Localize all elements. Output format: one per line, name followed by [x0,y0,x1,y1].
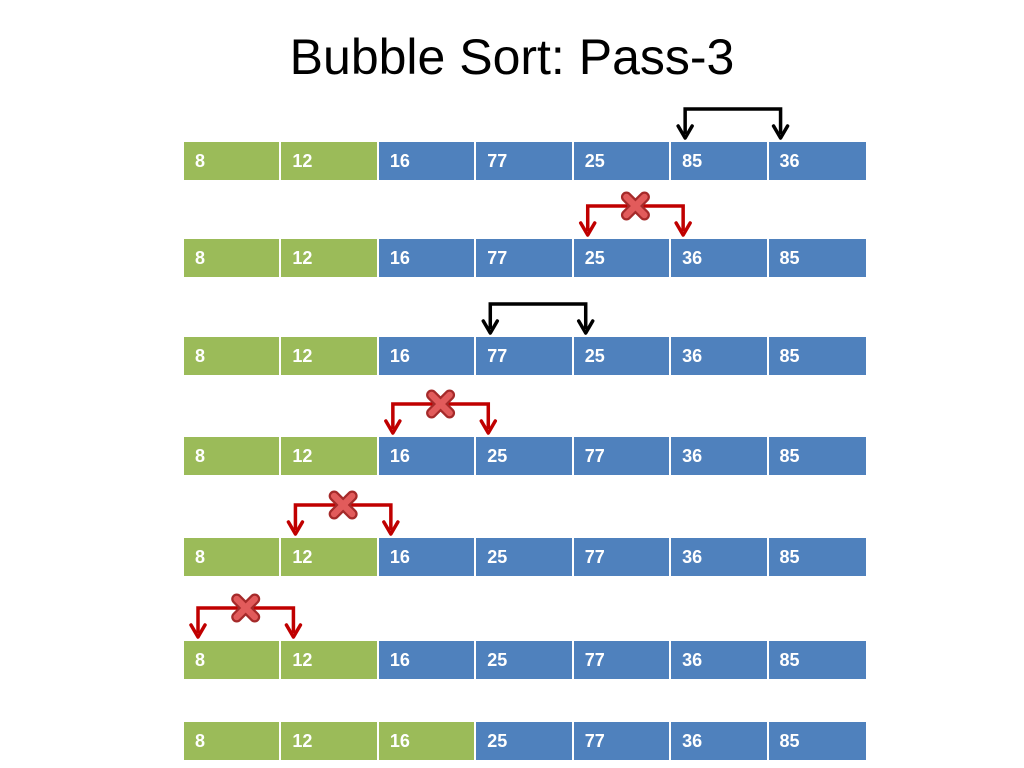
array-cell: 77 [573,641,672,679]
cross-mark-icon [328,490,358,520]
array-row: 8 12 16 77 25 36 85 [184,337,866,375]
array-cell: 77 [476,239,574,277]
array-cell: 16 [378,142,477,180]
array-cell: 85 [768,538,866,576]
array-cell: 85 [768,722,866,760]
array-cell: 77 [476,142,574,180]
page-title: Bubble Sort: Pass-3 [289,29,735,85]
array-cell: 25 [573,337,672,375]
array-cell: 77 [573,437,672,475]
array-cell: 16 [378,437,477,475]
array-cell: 85 [768,641,866,679]
array-cell: 16 [378,337,477,375]
array-row: 8 12 16 77 25 85 36 [184,142,866,180]
cross-mark-icon [620,191,650,221]
no-swap-arrow-icon [384,389,498,435]
array-cell: 25 [573,239,672,277]
array-cell: 25 [573,142,672,180]
array-cell: 16 [378,538,477,576]
array-cell: 12 [281,538,379,576]
array-cell: 85 [768,437,866,475]
array-cell: 85 [671,142,769,180]
cross-mark-icon [231,593,261,623]
array-cell: 8 [184,722,282,760]
swap-arrow-icon [676,107,790,140]
array-cell: 8 [184,239,282,277]
array-cell: 16 [378,239,477,277]
array-cell: 36 [671,722,769,760]
array-cell: 8 [184,538,282,576]
array-cell: 8 [184,641,282,679]
array-cell: 25 [476,641,574,679]
array-cell: 12 [281,337,379,375]
array-cell: 25 [476,722,574,760]
array-cell: 36 [671,337,769,375]
array-cell: 12 [281,641,379,679]
array-cell: 16 [378,641,477,679]
array-cell: 36 [768,142,866,180]
cross-mark-icon [426,389,456,419]
array-row: 8 12 16 77 25 36 85 [184,239,866,277]
array-cell: 36 [671,437,769,475]
array-cell: 12 [281,722,379,760]
array-row: 8 12 16 25 77 36 85 [184,538,866,576]
swap-arrow-icon [481,302,595,335]
array-cell: 36 [671,239,769,277]
array-cell: 12 [281,437,379,475]
array-row: 8 12 16 25 77 36 85 [184,437,866,475]
array-cell: 8 [184,437,282,475]
array-cell: 8 [184,337,282,375]
array-cell: 8 [184,142,282,180]
array-cell: 25 [476,437,574,475]
array-cell: 36 [671,641,769,679]
array-cell: 85 [768,239,866,277]
array-cell: 36 [671,538,769,576]
array-cell: 12 [281,239,379,277]
array-cell: 25 [476,538,574,576]
array-cell: 77 [476,337,574,375]
no-swap-arrow-icon [578,191,692,237]
array-row: 8 12 16 25 77 36 85 [184,722,866,760]
array-cell: 85 [768,337,866,375]
no-swap-arrow-icon [286,490,400,536]
array-cell: 16 [378,722,477,760]
array-cell: 77 [573,722,672,760]
array-cell: 77 [573,538,672,576]
no-swap-arrow-icon [189,593,303,639]
array-row: 8 12 16 25 77 36 85 [184,641,866,679]
array-cell: 12 [281,142,379,180]
